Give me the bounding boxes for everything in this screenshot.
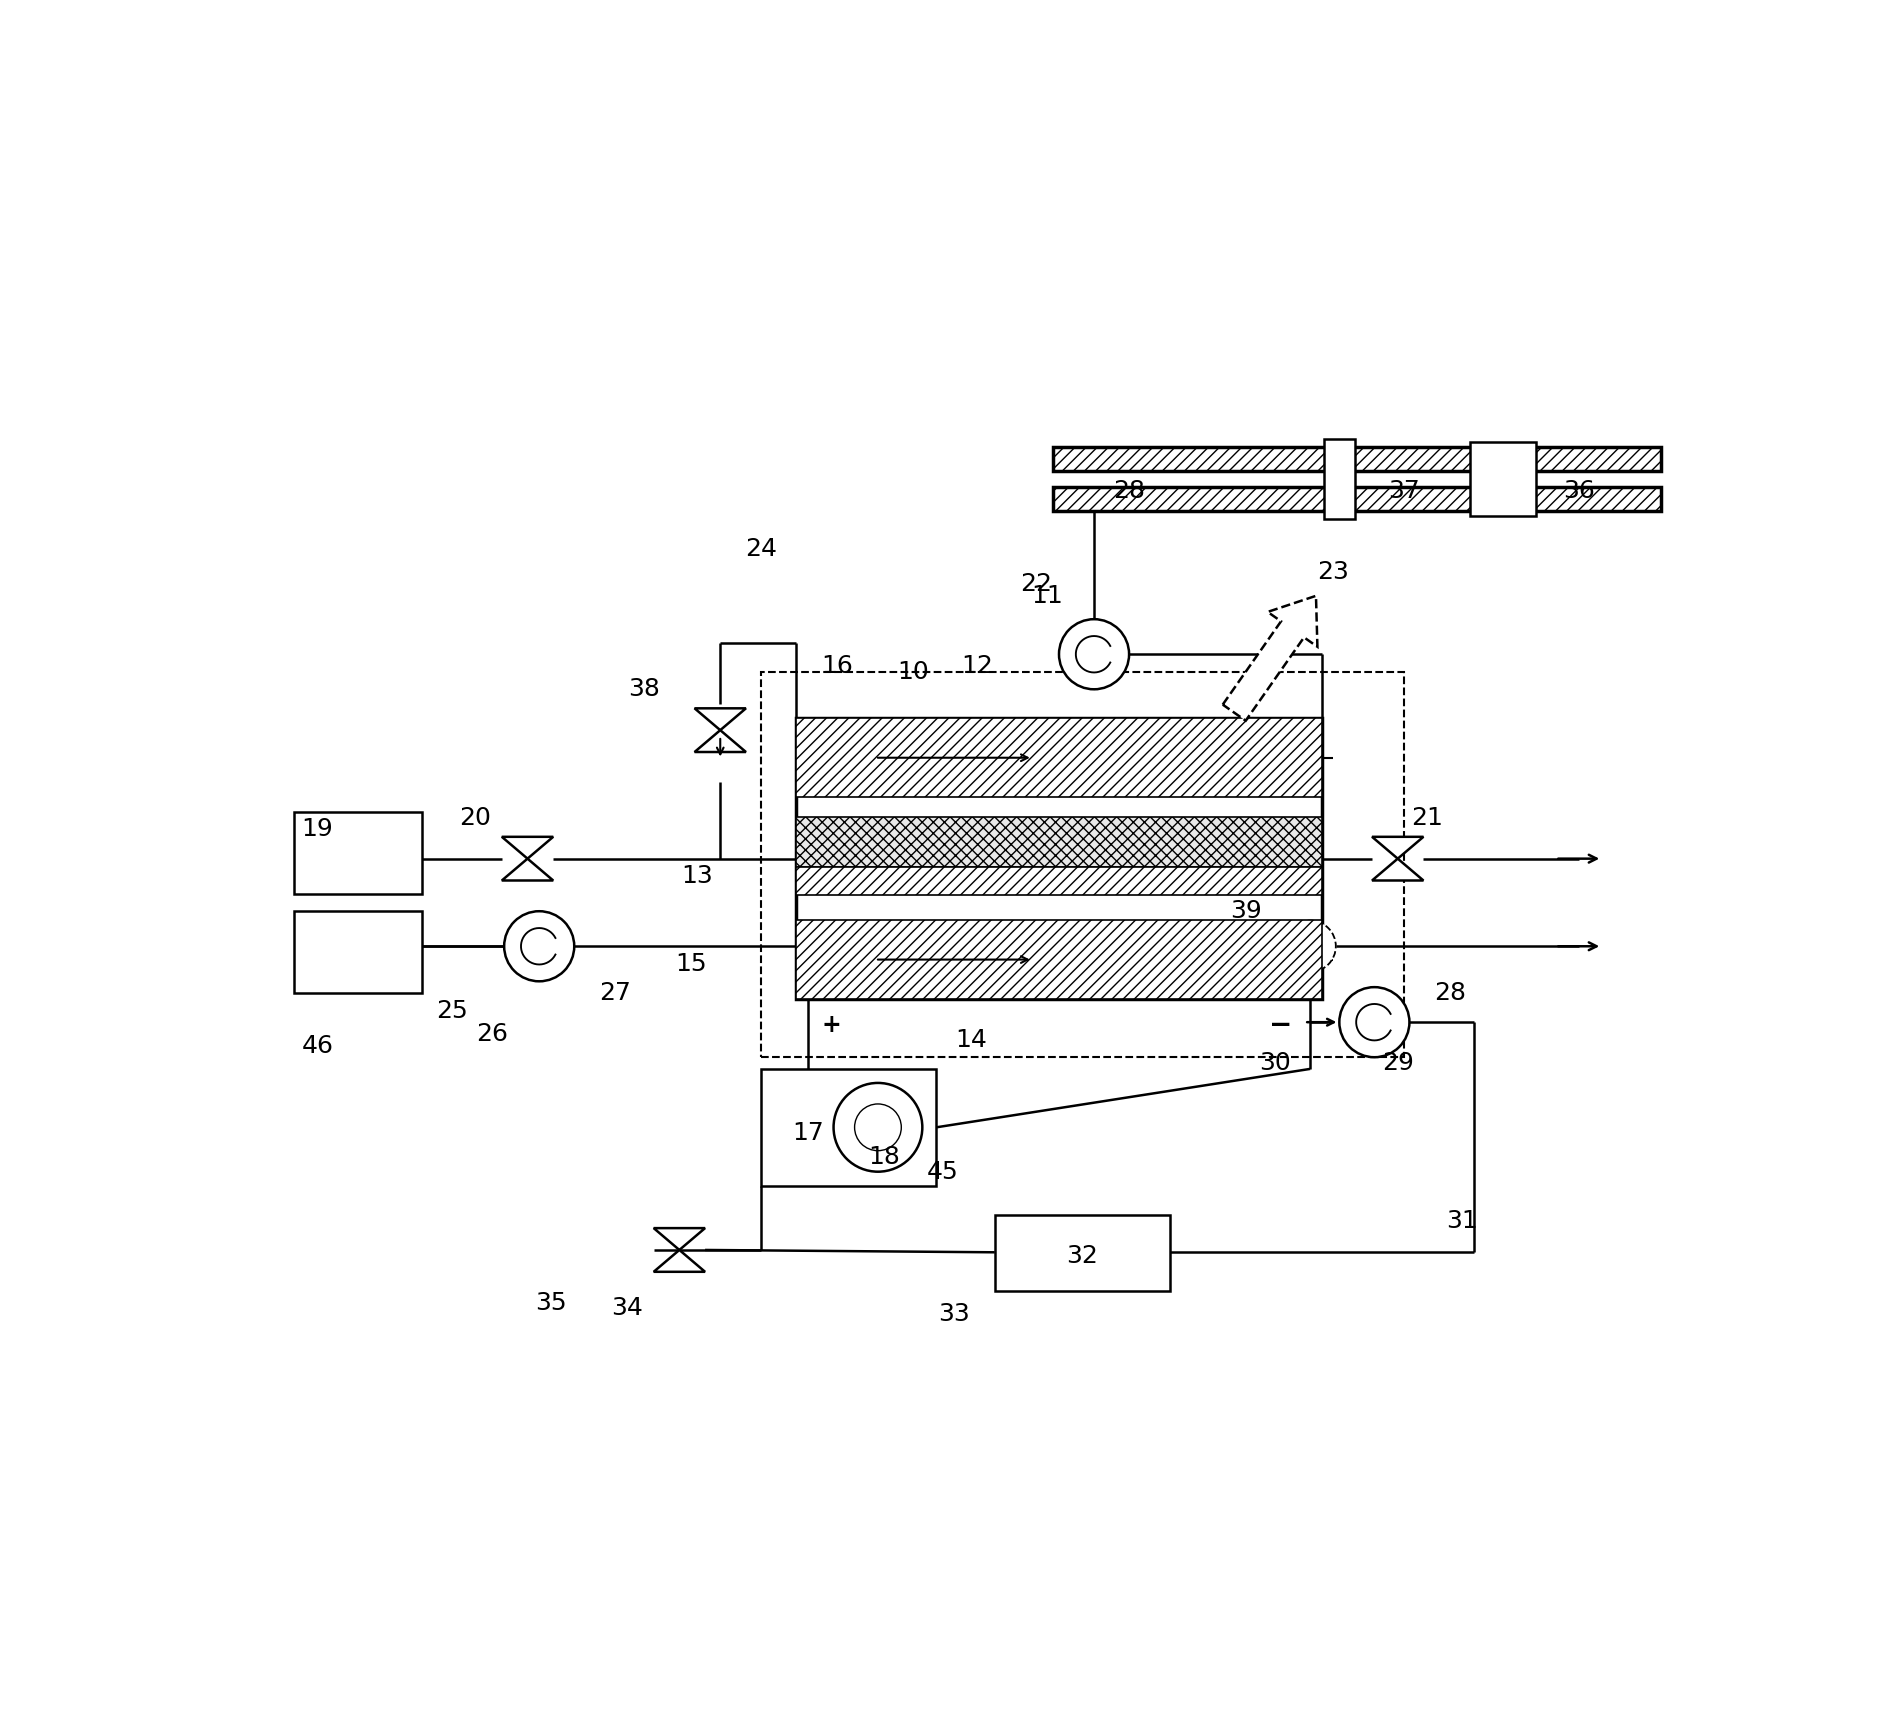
Circle shape [1059,619,1129,689]
Circle shape [1285,921,1336,972]
Text: −: − [1270,1010,1292,1039]
Text: 28: 28 [1434,980,1466,1005]
Text: 20: 20 [460,805,492,829]
Text: 36: 36 [1564,479,1594,503]
Text: 22: 22 [1019,573,1051,597]
Text: 15: 15 [674,953,706,975]
Text: 34: 34 [610,1296,642,1320]
Text: 26: 26 [477,1022,509,1046]
Text: 30: 30 [1259,1051,1291,1076]
Text: 35: 35 [535,1291,567,1315]
Text: 10: 10 [897,659,929,684]
Circle shape [505,911,575,982]
Polygon shape [695,708,746,730]
Bar [1324,439,1355,519]
Polygon shape [654,1228,705,1249]
Text: 23: 23 [1317,560,1349,585]
Text: 19: 19 [301,817,333,841]
Polygon shape [1372,859,1424,880]
Text: 11: 11 [1031,585,1063,607]
Bar [797,718,1323,796]
Text: 21: 21 [1411,805,1443,829]
Text: 16: 16 [821,654,853,678]
Bar [761,671,1404,1057]
Text: 33: 33 [938,1303,970,1326]
Text: +: + [821,1013,840,1036]
Bar [797,920,1323,999]
Bar [1053,488,1660,510]
Text: 24: 24 [746,538,776,560]
Text: 25: 25 [435,999,467,1022]
Bar [1470,442,1535,517]
Polygon shape [1223,595,1317,720]
Polygon shape [654,1249,705,1272]
Text: 31: 31 [1447,1209,1477,1234]
Text: 32: 32 [1066,1244,1098,1268]
Polygon shape [501,859,554,880]
Text: 27: 27 [599,980,631,1005]
Bar [1053,448,1660,470]
Bar [761,1069,936,1185]
Text: 38: 38 [629,677,659,701]
Text: 29: 29 [1381,1051,1413,1076]
Text: 45: 45 [927,1159,959,1183]
Text: 14: 14 [955,1027,987,1051]
Circle shape [833,1083,923,1171]
Bar [797,868,1323,895]
Polygon shape [501,836,554,859]
Text: 13: 13 [680,864,712,888]
Bar [294,911,422,992]
Polygon shape [1372,836,1424,859]
Bar [797,817,1323,868]
Text: 46: 46 [301,1034,333,1058]
Bar [294,812,422,894]
Bar [797,718,1323,999]
Circle shape [855,1103,901,1150]
Bar [995,1214,1170,1291]
Text: 28: 28 [1113,479,1145,503]
Text: 37: 37 [1389,479,1419,503]
Text: 17: 17 [791,1121,823,1145]
Text: 18: 18 [869,1145,901,1168]
Circle shape [1340,987,1409,1057]
Polygon shape [695,730,746,751]
Text: 39: 39 [1230,899,1262,923]
Text: 12: 12 [961,654,993,678]
